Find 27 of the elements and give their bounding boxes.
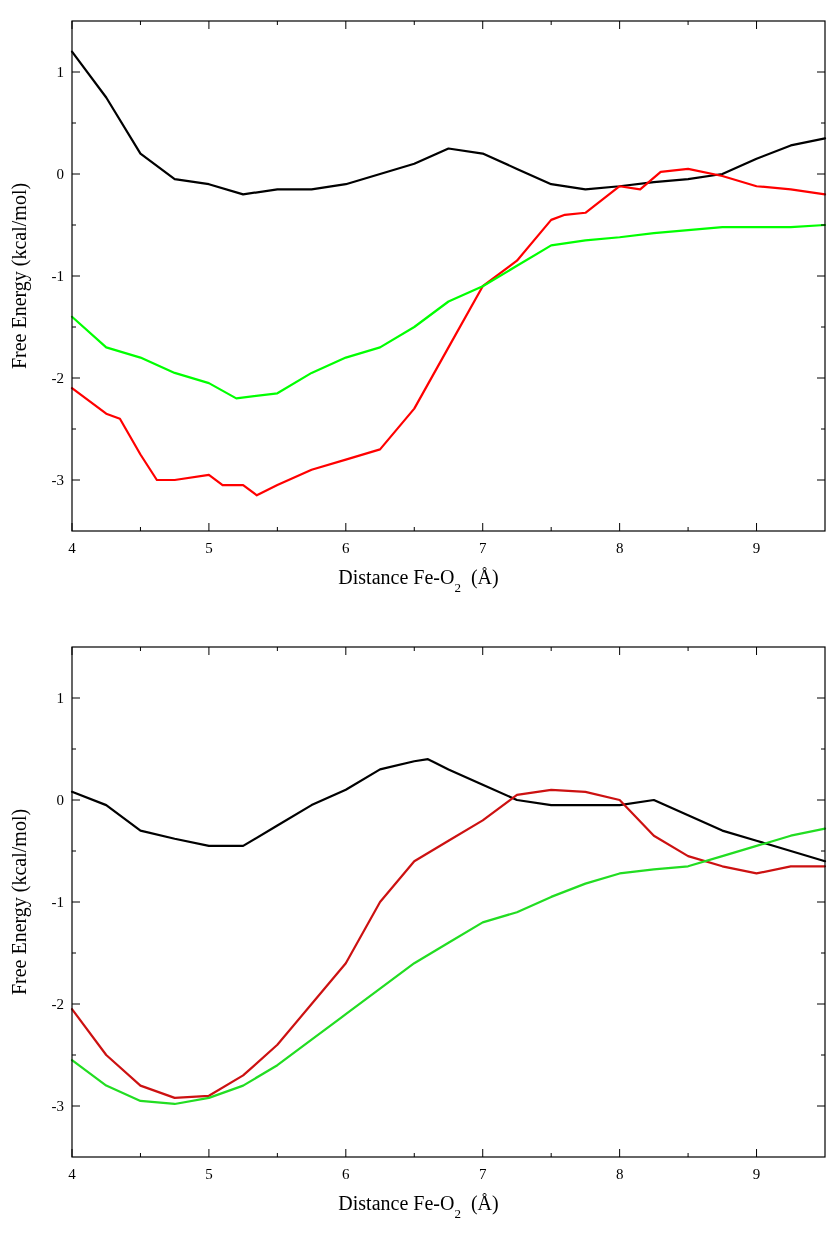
y-axis-title: Free Energy (kcal/mol) [8,182,31,370]
line-series [70,167,827,497]
x-axis-title: Distance Fe-O$_{2}$ (Å) [338,1192,499,1221]
y-tick-label: -3 [51,472,64,488]
x-tick-label: 6 [342,1166,351,1182]
x-tick-label: 7 [478,540,487,556]
y-tick-label: -1 [51,894,64,910]
x-tick-label: 6 [342,540,351,556]
y-tick-label: -1 [51,268,64,284]
x-tick-label: 5 [205,540,213,556]
x-tick-label: 4 [68,1166,77,1182]
y-tick-label: -2 [51,370,64,386]
y-tick-label: 1 [56,690,64,706]
x-tick-label: 4 [68,540,77,556]
y-tick-label: 0 [56,166,64,182]
x-tick-label: 8 [615,1166,624,1182]
y-tick-label: -3 [51,1098,64,1114]
y-tick-label: 0 [56,792,64,808]
y-tick-label: 1 [56,64,64,80]
x-tick-label: 5 [205,1166,213,1182]
x-tick-label: 8 [615,540,624,556]
x-tick-label: 7 [478,1166,487,1182]
x-tick-label: 9 [752,1166,761,1182]
y-tick-label: -2 [51,996,64,1012]
x-tick-label: 9 [752,540,761,556]
x-axis-title: Distance Fe-O$_{2}$ (Å) [338,566,499,595]
y-axis-title: Free Energy (kcal/mol) [8,808,31,996]
